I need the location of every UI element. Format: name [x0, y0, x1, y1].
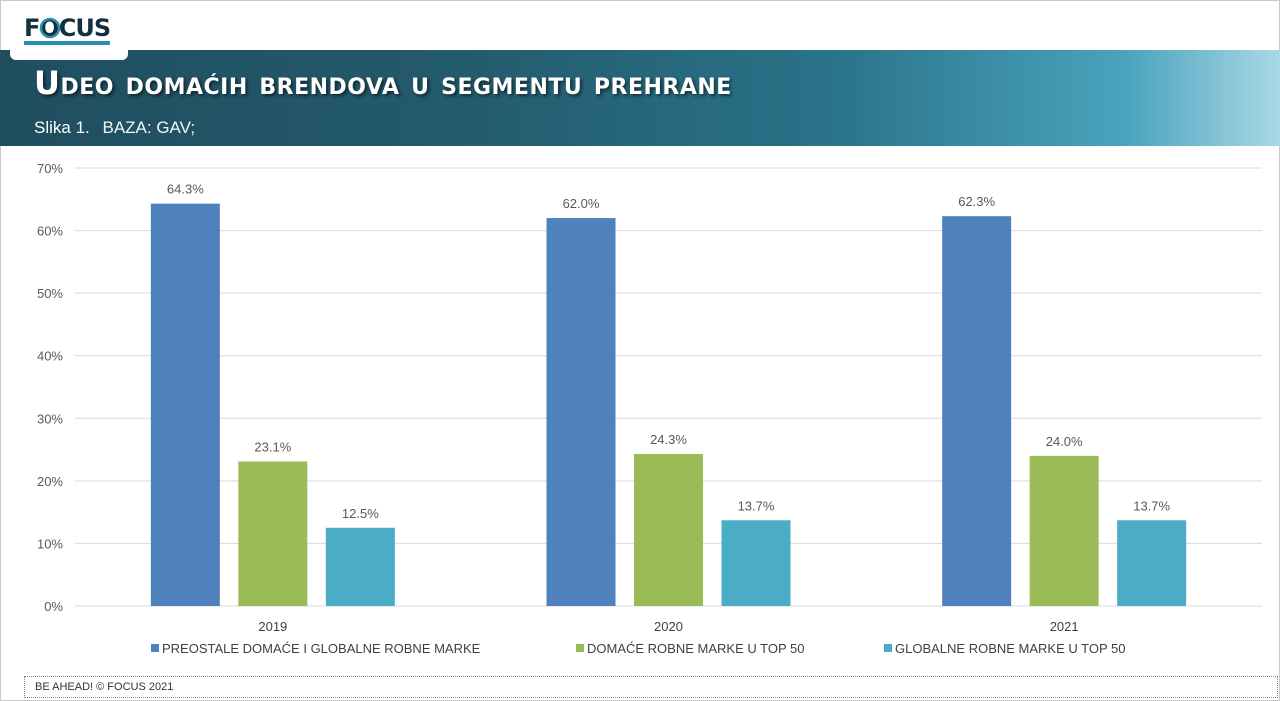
- figure-label: Slika 1.: [34, 118, 90, 137]
- legend-label: DOMAĆE ROBNE MARKE U TOP 50: [587, 641, 804, 656]
- data-label: 23.1%: [254, 439, 291, 454]
- y-tick-label: 10%: [37, 536, 63, 551]
- title-banner: [0, 50, 1280, 146]
- page-title: Udeo domaćih brendova u segmentu prehran…: [34, 64, 732, 102]
- bar: [634, 453, 703, 606]
- bar: [942, 216, 1012, 606]
- footer: BE AHEAD! © FOCUS 2021: [24, 676, 1278, 698]
- legend-label: PREOSTALE DOMAĆE I GLOBALNE ROBNE MARKE: [162, 641, 481, 656]
- legend-swatch: [151, 644, 159, 652]
- svg-text:FOCUS: FOCUS: [24, 14, 110, 42]
- data-label: 24.0%: [1046, 434, 1083, 449]
- y-tick-label: 20%: [37, 474, 63, 489]
- y-tick-label: 50%: [37, 286, 63, 301]
- y-tick-label: 40%: [37, 349, 63, 364]
- data-label: 64.3%: [167, 182, 204, 197]
- data-label: 62.3%: [958, 194, 995, 209]
- data-label: 13.7%: [1133, 498, 1170, 513]
- bar: [1029, 455, 1099, 606]
- bar: [721, 520, 791, 606]
- legend-swatch: [576, 644, 584, 652]
- y-tick-label: 30%: [37, 411, 63, 426]
- x-tick-label: 2021: [1050, 619, 1079, 634]
- legend-swatch: [884, 644, 892, 652]
- y-tick-label: 70%: [37, 161, 63, 176]
- y-tick-label: 0%: [44, 599, 63, 614]
- data-label: 62.0%: [563, 196, 600, 211]
- data-label: 13.7%: [738, 498, 775, 513]
- bar-chart: 0% 10% 20% 30% 40% 50% 60% 70% 64.3% 23.1% 12.5% 20…: [37, 161, 1262, 656]
- bar: [238, 461, 308, 606]
- data-label: 24.3%: [650, 432, 687, 447]
- bar: [150, 203, 220, 606]
- x-tick-label: 2019: [258, 619, 287, 634]
- bar: [325, 527, 395, 606]
- x-tick-label: 2020: [654, 619, 683, 634]
- bar: [546, 218, 616, 607]
- base-note: BAZA: GAV;: [102, 118, 196, 137]
- y-tick-label: 60%: [37, 224, 63, 239]
- data-label: 12.5%: [342, 506, 379, 521]
- bar: [1117, 520, 1187, 606]
- figure-caption: Slika 1. BAZA: GAV;: [34, 118, 195, 138]
- banner-logo-tab: [10, 50, 128, 60]
- legend-label: GLOBALNE ROBNE MARKE U TOP 50: [895, 641, 1125, 656]
- focus-logo: FOCUS: [22, 8, 112, 48]
